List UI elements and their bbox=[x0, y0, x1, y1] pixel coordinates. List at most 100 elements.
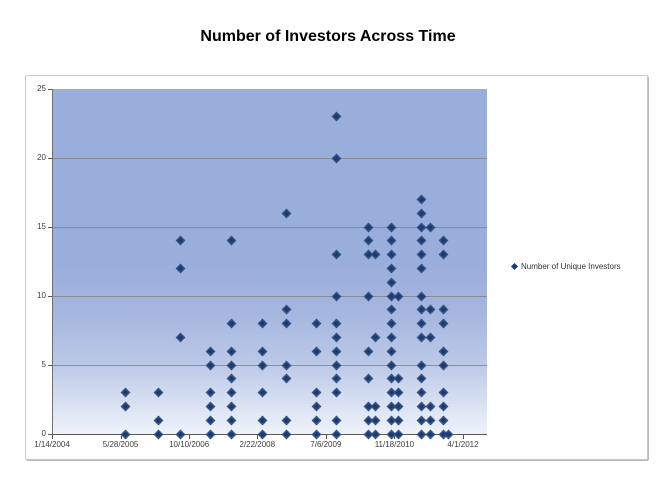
scatter-point bbox=[416, 304, 426, 315]
scatter-point bbox=[438, 346, 449, 357]
scatter-point bbox=[257, 346, 268, 357]
scatter-point bbox=[393, 401, 404, 412]
x-axis-tick-label: 1/14/2004 bbox=[34, 440, 70, 449]
scatter-point bbox=[370, 401, 380, 412]
scatter-point bbox=[226, 346, 237, 357]
scatter-point bbox=[205, 415, 216, 426]
scatter-point bbox=[331, 346, 342, 357]
scatter-point bbox=[425, 415, 436, 426]
scatter-point bbox=[416, 291, 426, 301]
y-axis-tick-label: 25 bbox=[37, 84, 46, 93]
scatter-point bbox=[153, 415, 163, 426]
scatter-point bbox=[393, 373, 404, 384]
scatter-point bbox=[120, 401, 131, 412]
scatter-point bbox=[416, 387, 426, 398]
x-axis-tick-mark bbox=[325, 435, 327, 439]
scatter-point bbox=[311, 401, 321, 412]
scatter-point bbox=[226, 360, 237, 370]
scatter-point bbox=[205, 387, 216, 398]
scatter-point bbox=[425, 332, 436, 343]
gridline-y-5 bbox=[53, 364, 487, 366]
scatter-point bbox=[153, 429, 163, 439]
scatter-point bbox=[386, 318, 397, 329]
scatter-point bbox=[226, 235, 237, 246]
scatter-point bbox=[226, 387, 237, 398]
scatter-point bbox=[363, 222, 374, 232]
scatter-point bbox=[331, 249, 342, 260]
scatter-point bbox=[205, 346, 216, 357]
x-axis-tick-label: 4/1/2012 bbox=[447, 440, 479, 449]
scatter-point bbox=[281, 208, 292, 219]
scatter-point bbox=[438, 401, 449, 412]
y-axis-tick-label: 10 bbox=[37, 291, 46, 300]
scatter-point bbox=[443, 429, 454, 439]
scatter-point bbox=[311, 346, 321, 357]
scatter-point bbox=[175, 263, 186, 274]
y-axis-tick-mark bbox=[48, 296, 52, 297]
scatter-point bbox=[386, 401, 397, 412]
x-axis-tick-label: 7/6/2009 bbox=[310, 440, 342, 449]
legend: Number of Unique Investors bbox=[510, 262, 621, 271]
scatter-point bbox=[311, 415, 321, 426]
scatter-point bbox=[281, 318, 292, 329]
scatter-point bbox=[386, 346, 397, 357]
y-axis-tick-mark bbox=[48, 158, 52, 159]
x-axis-tick-label: 2/22/2008 bbox=[239, 440, 276, 449]
scatter-point bbox=[311, 318, 321, 329]
scatter-point bbox=[416, 429, 426, 439]
scatter-point bbox=[386, 235, 397, 246]
scatter-point bbox=[416, 249, 426, 260]
legend-diamond-icon bbox=[510, 262, 519, 271]
x-axis-tick-label: 5/28/2005 bbox=[102, 440, 139, 449]
scatter-point bbox=[281, 304, 292, 315]
scatter-point bbox=[205, 360, 216, 370]
scatter-point bbox=[416, 208, 426, 219]
scatter-point bbox=[331, 332, 342, 343]
scatter-point bbox=[331, 291, 342, 301]
y-axis-tick-label: 15 bbox=[37, 222, 46, 231]
scatter-point bbox=[416, 318, 426, 329]
scatter-point bbox=[363, 401, 374, 412]
y-axis-tick-label: 20 bbox=[37, 153, 46, 162]
scatter-point bbox=[257, 415, 268, 426]
x-axis-tick-mark bbox=[257, 435, 259, 439]
scatter-point bbox=[393, 415, 404, 426]
scatter-point bbox=[331, 429, 342, 439]
scatter-point bbox=[370, 249, 380, 260]
scatter-point bbox=[226, 401, 237, 412]
scatter-point bbox=[120, 429, 131, 439]
scatter-point bbox=[438, 360, 449, 370]
scatter-point bbox=[281, 415, 292, 426]
y-axis-tick-label: 5 bbox=[41, 360, 46, 369]
scatter-point bbox=[175, 429, 186, 439]
scatter-point bbox=[363, 373, 374, 384]
scatter-point bbox=[331, 373, 342, 384]
scatter-point bbox=[311, 429, 321, 439]
scatter-point bbox=[386, 373, 397, 384]
scatter-point bbox=[370, 429, 380, 439]
scatter-point bbox=[416, 401, 426, 412]
x-axis-tick-label: 11/18/2010 bbox=[374, 440, 415, 449]
scatter-point bbox=[416, 222, 426, 232]
y-axis-tick-mark bbox=[48, 365, 52, 366]
scatter-point bbox=[363, 235, 374, 246]
scatter-point bbox=[226, 318, 237, 329]
scatter-point bbox=[416, 332, 426, 343]
x-axis-tick-mark bbox=[189, 435, 191, 439]
scatter-point bbox=[205, 401, 216, 412]
scatter-point bbox=[175, 235, 186, 246]
scatter-point bbox=[393, 429, 404, 439]
scatter-point bbox=[370, 415, 380, 426]
scatter-point bbox=[416, 194, 426, 205]
x-axis-tick-mark bbox=[120, 435, 122, 439]
scatter-point bbox=[331, 111, 342, 122]
scatter-point bbox=[257, 318, 268, 329]
scatter-point bbox=[226, 415, 237, 426]
scatter-point bbox=[370, 332, 380, 343]
scatter-point bbox=[386, 360, 397, 370]
scatter-point bbox=[386, 387, 397, 398]
scatter-point bbox=[281, 360, 292, 370]
scatter-point bbox=[257, 429, 268, 439]
scatter-point bbox=[416, 415, 426, 426]
